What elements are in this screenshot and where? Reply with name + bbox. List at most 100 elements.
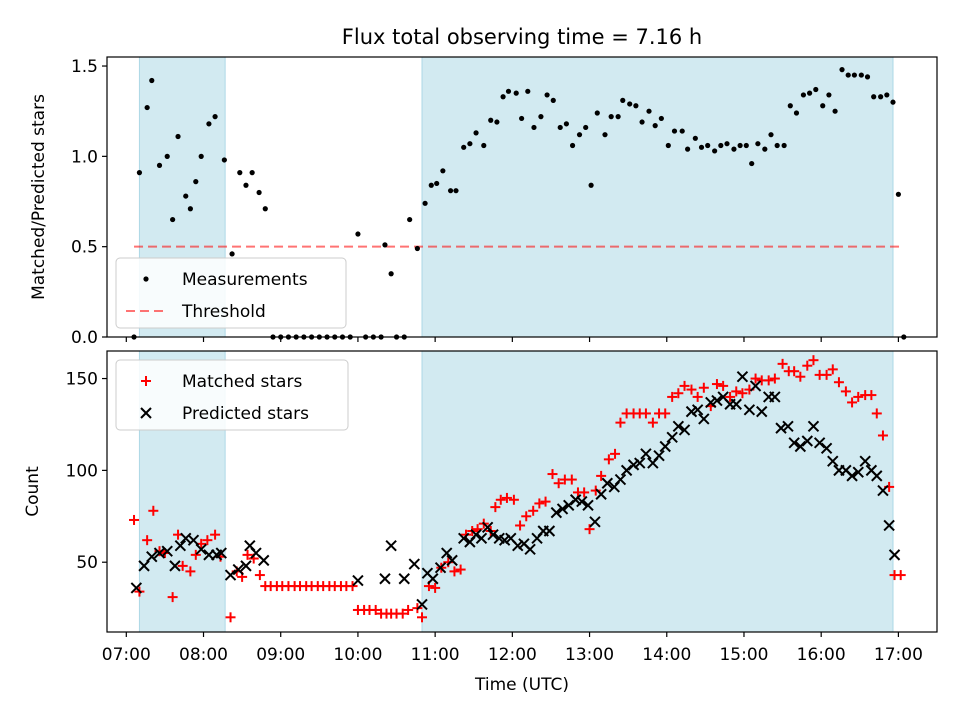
data-point-0-105 — [777, 358, 788, 369]
data-point-0-95 — [762, 146, 768, 152]
data-point-1-8-b — [187, 534, 200, 546]
data-point-0-8 — [177, 560, 188, 571]
data-point-0-107 — [839, 67, 845, 73]
data-point-0-57 — [519, 115, 525, 122]
data-point-1-41 — [524, 543, 536, 556]
data-point-1-18-b — [258, 554, 270, 567]
data-point-1-53-b — [601, 477, 614, 489]
data-point-0-106 — [832, 108, 838, 114]
data-point-0-109 — [851, 72, 857, 78]
series-predicted-stars — [130, 371, 901, 611]
data-point-0-86 — [705, 142, 711, 149]
data-point-1-35-b — [487, 528, 499, 541]
data-point-1-55 — [614, 473, 627, 486]
data-point-1-46 — [556, 503, 569, 515]
data-point-0-51 — [481, 142, 487, 149]
data-point-0-117 — [853, 391, 864, 402]
data-point-0-104 — [769, 373, 780, 384]
data-point-0-108 — [795, 371, 806, 382]
legend-box — [115, 359, 349, 431]
data-point-1-53 — [601, 477, 614, 489]
data-point-1-20-b — [379, 573, 391, 585]
axes-frame — [106, 56, 938, 338]
data-point-0-97 — [725, 391, 736, 402]
ratio-panel: 0.0 0.5 1.0 1.5 Matched/Predicted stars Measu… — [29, 56, 938, 348]
data-point-1-1-b — [138, 560, 150, 572]
data-point-0-95 — [711, 379, 722, 390]
data-point-0-10 — [190, 549, 201, 560]
data-point-0-101 — [750, 373, 761, 384]
data-point-0-76 — [639, 119, 645, 125]
data-point-1-5 — [169, 560, 181, 572]
data-point-0-65 — [521, 511, 532, 522]
data-point-0-1 — [136, 170, 143, 176]
data-point-1-4 — [161, 545, 173, 557]
data-point-1-12-b — [215, 547, 227, 559]
data-point-0-55 — [505, 88, 512, 94]
data-point-0-88 — [718, 142, 724, 149]
data-point-1-2 — [146, 550, 158, 563]
data-point-0-53 — [449, 566, 460, 577]
data-point-0-43 — [428, 182, 434, 188]
y-tick-label: 100 — [66, 461, 98, 481]
data-point-0-109 — [802, 360, 813, 371]
data-point-1-87-b — [820, 442, 833, 455]
data-point-0-9 — [185, 566, 196, 577]
data-point-1-44 — [543, 525, 556, 537]
data-point-0-48 — [461, 144, 467, 150]
data-point-0-80 — [615, 417, 626, 428]
legend-marker — [141, 376, 151, 386]
data-point-0-20 — [262, 206, 268, 212]
x-tick-label: 15:00 — [719, 645, 768, 665]
data-point-0-82 — [679, 128, 685, 134]
x-tick-label: 08:00 — [179, 645, 228, 665]
data-point-1-34-b — [481, 521, 494, 534]
data-point-0-98 — [731, 386, 742, 397]
data-point-0-45 — [397, 608, 408, 619]
legend-marker — [140, 407, 152, 419]
legend-marker-b — [140, 407, 152, 419]
data-point-1-62-b — [659, 440, 671, 453]
data-point-1-81-b — [782, 420, 794, 433]
data-point-1-23 — [408, 558, 421, 570]
x-axis-label: Time (UTC) — [474, 675, 569, 695]
data-point-0-36 — [382, 242, 388, 248]
data-point-0-74 — [579, 487, 590, 498]
y-tick-label: 1.5 — [71, 57, 98, 77]
data-point-1-77-b — [756, 405, 768, 418]
legend-label: Threshold — [181, 302, 266, 322]
data-point-0-93 — [698, 382, 709, 393]
data-point-0-70 — [602, 132, 608, 138]
data-point-0-3 — [149, 77, 155, 84]
data-point-0-110 — [808, 355, 819, 366]
data-point-0-12 — [202, 535, 213, 546]
x-tick-label: 14:00 — [642, 645, 691, 665]
series-matched-stars — [129, 355, 906, 623]
data-point-0-15 — [225, 612, 236, 623]
data-point-0-66 — [576, 132, 583, 138]
data-point-0-100 — [793, 110, 800, 116]
data-point-1-80 — [775, 422, 787, 434]
data-point-1-86 — [813, 437, 826, 449]
data-point-0-121 — [877, 430, 888, 441]
data-point-0-13 — [210, 529, 221, 540]
data-point-0-110 — [858, 72, 864, 78]
data-point-1-74-b — [736, 371, 749, 383]
data-point-1-14 — [232, 563, 244, 576]
data-point-1-32-b — [470, 528, 482, 541]
data-point-1-23-b — [408, 558, 421, 570]
data-point-0-84 — [692, 135, 698, 141]
data-point-1-73 — [730, 398, 742, 410]
data-point-1-55-b — [614, 473, 627, 486]
data-point-1-73-b — [730, 398, 742, 410]
axes-frame — [106, 350, 938, 633]
y-axis-label: Matched/Predicted stars — [29, 94, 49, 300]
data-point-0-50 — [430, 582, 441, 593]
data-point-0-85 — [647, 417, 658, 428]
data-point-0-47 — [453, 188, 459, 194]
data-point-0-6 — [170, 216, 176, 223]
data-point-1-56 — [620, 464, 633, 477]
data-point-1-65 — [678, 424, 691, 436]
data-point-1-62 — [659, 440, 671, 453]
data-point-1-61-b — [653, 449, 665, 462]
